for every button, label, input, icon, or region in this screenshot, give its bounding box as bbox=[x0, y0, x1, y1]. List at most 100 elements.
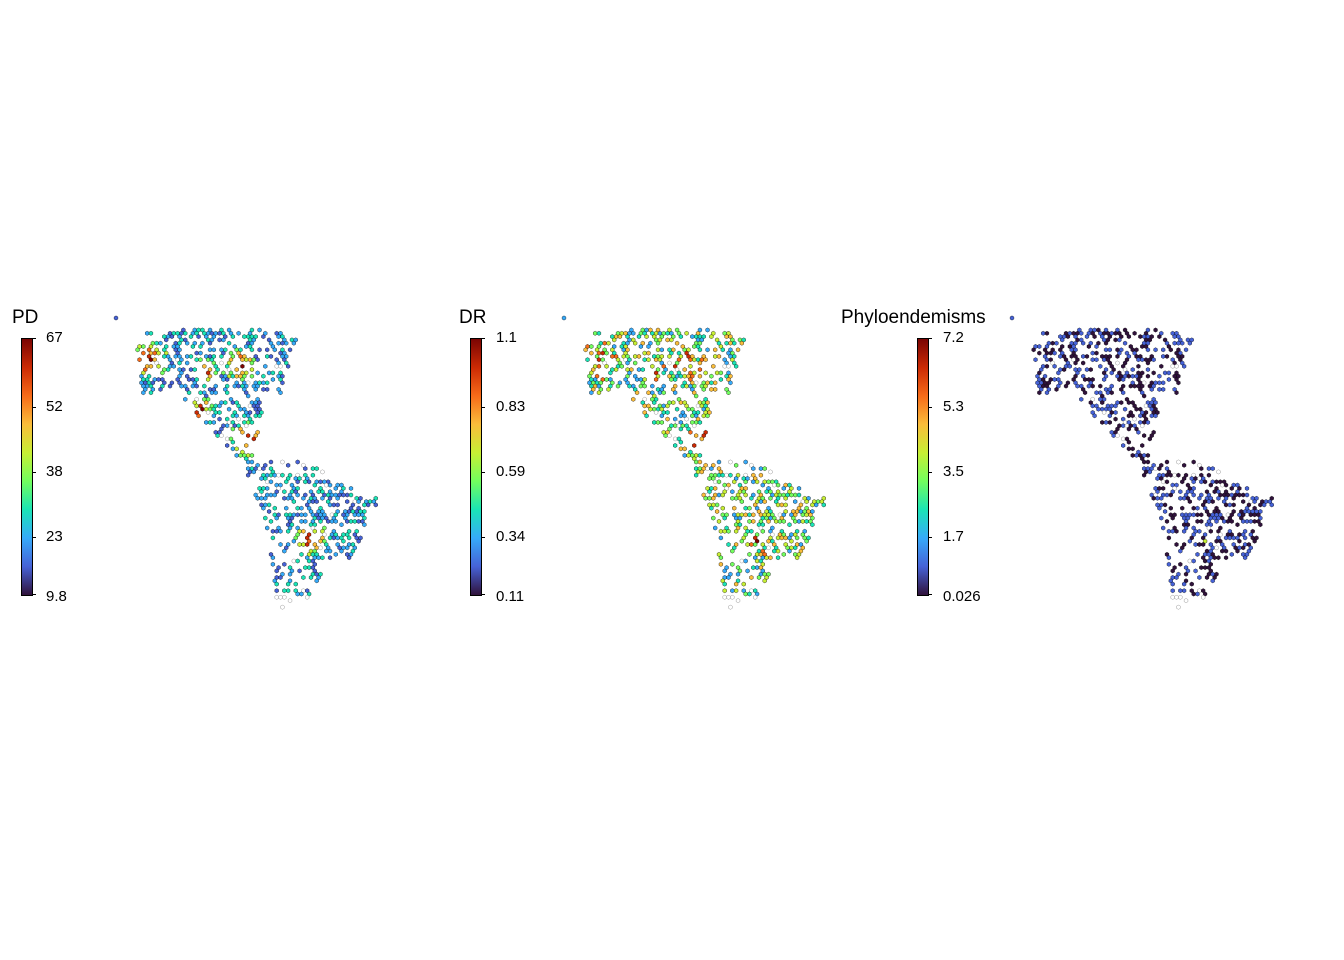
hex-cell bbox=[697, 367, 703, 373]
hex-cell bbox=[652, 400, 657, 406]
hex-cell bbox=[1145, 360, 1151, 366]
hex-cell bbox=[265, 347, 270, 353]
hex-cell bbox=[211, 347, 216, 353]
hex-cell bbox=[249, 347, 255, 353]
hex-cell bbox=[270, 370, 275, 376]
hex-cell bbox=[606, 386, 611, 392]
hex-cell bbox=[690, 334, 695, 340]
hex-cell bbox=[730, 561, 735, 567]
hex-cell bbox=[1115, 360, 1120, 366]
hex-cell bbox=[1100, 400, 1105, 406]
hex-cell bbox=[734, 363, 739, 369]
hex-cell bbox=[718, 370, 723, 376]
hex-cell bbox=[1147, 436, 1152, 442]
hex-cell bbox=[758, 499, 763, 505]
hex-cell bbox=[274, 363, 279, 369]
hex-cell bbox=[225, 377, 230, 382]
hex-cell bbox=[301, 495, 306, 501]
hex-cell bbox=[692, 344, 697, 349]
pd-legend-title: PD bbox=[12, 307, 39, 328]
hex-cell bbox=[1145, 367, 1151, 373]
hex-cell bbox=[202, 383, 207, 389]
hex-cell bbox=[772, 482, 777, 488]
hex-cell bbox=[663, 433, 668, 439]
hex-cell bbox=[1252, 512, 1257, 518]
hex-cell bbox=[1090, 357, 1095, 363]
hex-cell bbox=[211, 413, 216, 419]
hex-cell bbox=[1210, 578, 1215, 584]
hex-cell bbox=[716, 472, 722, 478]
hex-cell bbox=[1115, 353, 1120, 359]
hex-cell bbox=[299, 591, 304, 597]
hex-cell bbox=[735, 571, 741, 577]
hex-cell bbox=[793, 492, 798, 498]
hex-cell bbox=[1197, 575, 1202, 580]
hex-cell bbox=[1065, 334, 1070, 340]
hex-cell bbox=[1073, 360, 1078, 366]
hex-cell bbox=[246, 472, 251, 478]
hex-cell bbox=[1178, 588, 1183, 594]
hex-cell bbox=[307, 558, 312, 564]
hex-cell bbox=[1197, 528, 1202, 534]
hex-cell bbox=[1164, 353, 1170, 359]
hex-cell bbox=[734, 528, 739, 534]
hex-cell bbox=[638, 344, 643, 349]
hex-cell bbox=[739, 558, 744, 564]
hex-cell bbox=[762, 499, 767, 505]
hex-cell bbox=[113, 315, 119, 321]
hex-cell bbox=[1121, 390, 1126, 396]
hex-cell bbox=[705, 413, 710, 419]
hex-cell bbox=[1258, 522, 1263, 528]
hex-cell bbox=[1208, 528, 1213, 534]
hex-cell bbox=[655, 340, 661, 346]
hex-cell bbox=[1252, 538, 1257, 544]
hex-cell bbox=[148, 357, 154, 363]
hex-cell bbox=[724, 340, 729, 346]
hex-cell bbox=[278, 542, 283, 547]
hex-cell bbox=[1214, 479, 1219, 485]
hex-cell bbox=[1033, 357, 1038, 363]
hex-cell bbox=[1174, 594, 1179, 600]
hex-cell bbox=[286, 528, 291, 534]
hex-cell bbox=[1056, 370, 1061, 376]
hex-cell bbox=[1113, 403, 1118, 409]
hex-cell bbox=[299, 505, 304, 511]
hex-cell bbox=[703, 495, 708, 501]
hex-cell bbox=[204, 400, 209, 406]
hex-cell bbox=[743, 558, 748, 564]
hex-cell bbox=[347, 535, 352, 541]
hex-cell bbox=[1210, 466, 1215, 472]
hex-cell bbox=[1161, 353, 1166, 359]
hex-cell bbox=[690, 413, 695, 419]
hex-cell bbox=[335, 495, 340, 501]
hex-cell bbox=[244, 423, 249, 429]
hex-cell bbox=[267, 370, 272, 376]
hex-cell bbox=[713, 525, 718, 531]
hex-cell bbox=[217, 337, 222, 343]
hex-cell bbox=[183, 330, 188, 336]
hex-cell bbox=[661, 390, 666, 396]
hex-cell bbox=[720, 347, 725, 353]
hex-cell bbox=[1079, 396, 1084, 402]
hex-cell bbox=[1121, 423, 1126, 429]
hex-cell bbox=[775, 482, 781, 488]
hex-cell bbox=[1153, 327, 1158, 333]
hex-cell bbox=[154, 340, 159, 346]
dr-tick-label: 0.59 bbox=[496, 463, 526, 480]
hex-cell bbox=[267, 509, 272, 514]
hex-cell bbox=[339, 522, 344, 528]
hex-cell bbox=[308, 575, 314, 580]
legend-tickmark bbox=[482, 407, 485, 408]
hex-cell bbox=[716, 479, 722, 485]
hex-cell bbox=[1128, 383, 1133, 389]
hex-cell bbox=[244, 443, 249, 448]
hex-cell bbox=[1168, 492, 1173, 498]
hex-cell bbox=[684, 330, 689, 336]
hex-cell bbox=[1103, 347, 1109, 353]
hex-cell bbox=[261, 373, 266, 379]
hex-cell bbox=[345, 499, 350, 505]
hex-cell bbox=[278, 528, 283, 534]
hex-cell bbox=[179, 383, 184, 389]
hex-cell bbox=[341, 492, 346, 498]
phyloendemisms-tick-label: 5.3 bbox=[943, 398, 964, 415]
